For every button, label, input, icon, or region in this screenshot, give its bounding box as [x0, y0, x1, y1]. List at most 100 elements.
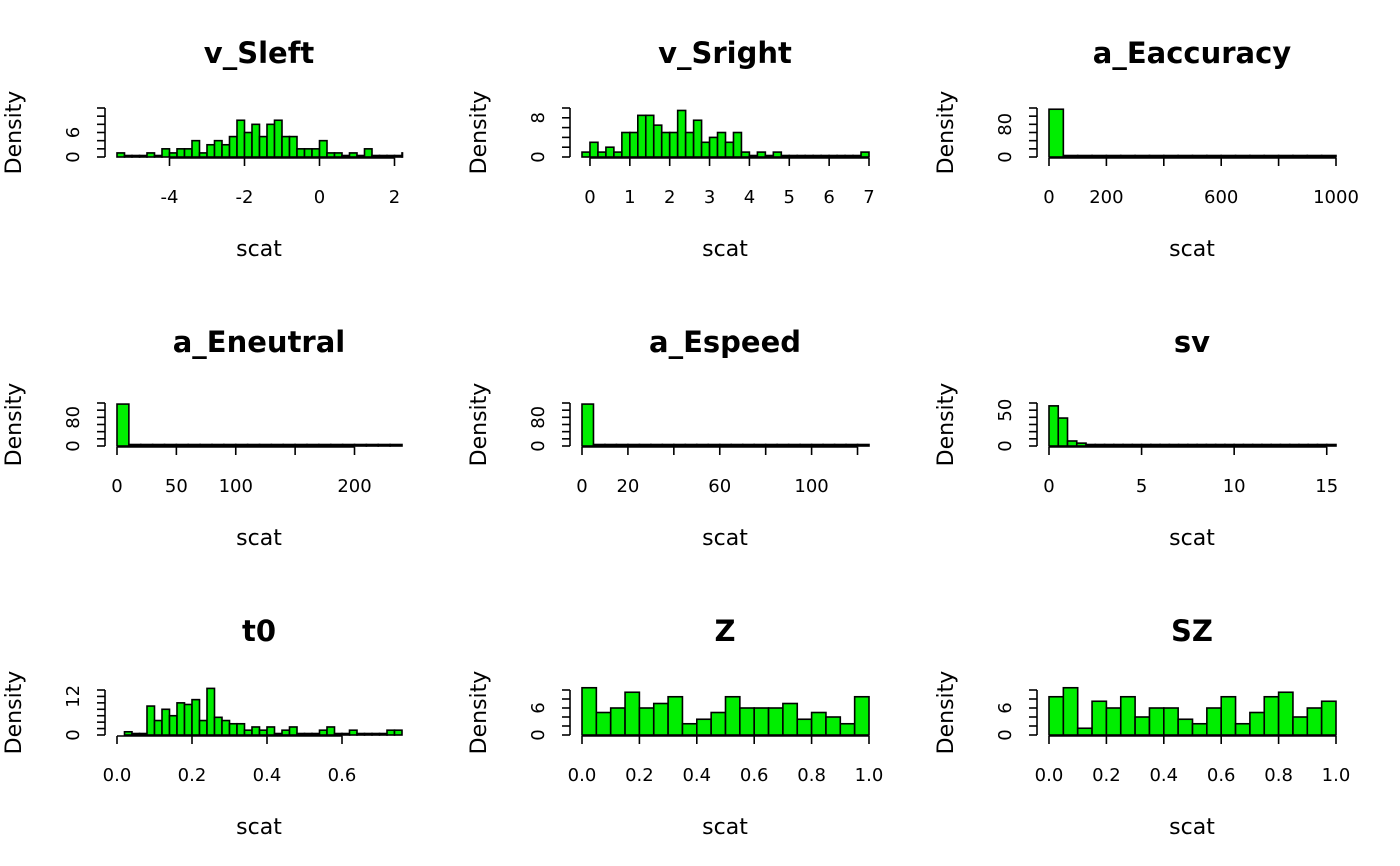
histogram-bar [695, 718, 712, 736]
histogram-bar [1134, 716, 1151, 736]
histogram-bar [139, 443, 154, 447]
histogram-bar [348, 152, 358, 158]
histogram-bar [1091, 700, 1108, 736]
histogram-bar [764, 154, 775, 158]
histogram-bar [1270, 443, 1282, 447]
histogram-bar [660, 131, 671, 158]
x-axis-label: scat [702, 815, 748, 840]
histogram-bar [377, 443, 391, 447]
histogram-bar [1251, 443, 1263, 447]
y-axis-label: Density [934, 383, 959, 467]
histogram-bar [266, 123, 276, 158]
x-tick-label: 1000 [1313, 187, 1359, 208]
x-tick-label: 600 [1204, 187, 1238, 208]
x-tick-label: 0.6 [740, 765, 769, 786]
x-tick-label: 7 [863, 187, 874, 208]
panel-title: a_Eaccuracy [1093, 36, 1292, 70]
histogram-bar [845, 443, 859, 447]
histogram-bar [820, 154, 830, 158]
histogram-bar [844, 154, 854, 158]
histogram-bar [221, 719, 231, 736]
histogram-bar [1233, 443, 1245, 447]
histogram-bar [168, 152, 178, 158]
histogram-bar [1140, 443, 1152, 447]
x-tick-label: 20 [616, 476, 639, 497]
histogram-bar [1306, 154, 1323, 158]
histogram-bar [221, 143, 231, 158]
histogram-bar [825, 716, 842, 736]
histogram-bar [1307, 443, 1319, 447]
histogram-bar [739, 707, 755, 736]
histogram-bar [356, 732, 366, 736]
panel-title: t0 [242, 614, 276, 648]
histogram-bar [153, 719, 163, 736]
histogram-bar [183, 703, 193, 736]
histogram-bar [1177, 443, 1189, 447]
histogram-bar [389, 443, 403, 447]
y-tick-label: 0 [528, 151, 549, 162]
histogram-bar [1205, 443, 1217, 447]
x-tick-label: 0 [314, 187, 325, 208]
panel-title: SZ [1171, 614, 1213, 648]
histogram-bar [629, 131, 639, 158]
histogram-bar [228, 722, 238, 736]
histogram-bar [168, 714, 178, 736]
histogram-bar [341, 732, 351, 736]
x-tick-label: 1.0 [1322, 765, 1351, 786]
panel-title: sv [1174, 325, 1210, 359]
histogram-bar [326, 726, 336, 736]
x-axis-label: scat [236, 815, 282, 840]
x-tick-label: 0.8 [1264, 765, 1293, 786]
histogram-bar [1062, 154, 1079, 158]
panel-a-eneutral: a_Eneutral 0 50 100 200 0 80 scat Density [2, 325, 403, 551]
x-tick-label: 0.0 [103, 765, 132, 786]
histogram-bar [187, 443, 201, 447]
histogram-bar [333, 732, 343, 736]
histogram-bar [213, 716, 223, 736]
y-tick-label: 0 [995, 729, 1016, 740]
histogram-bar [1224, 443, 1235, 447]
histogram-bar [788, 154, 799, 158]
x-axis-label: scat [1169, 526, 1215, 551]
histogram-bar [1062, 686, 1079, 736]
histogram-bar [604, 443, 618, 447]
histogram-bar [839, 722, 856, 736]
histogram-bar [708, 136, 719, 158]
x-tick-label: 1 [624, 187, 635, 208]
histogram-bar [128, 443, 142, 447]
histogram-bar [615, 443, 629, 447]
histogram-bar [1316, 443, 1328, 447]
histogram-bar [1234, 722, 1251, 736]
histogram-bar [1277, 691, 1294, 736]
panel-title: Z [714, 614, 735, 648]
histogram-bar [1105, 154, 1122, 158]
histogram-bar [1163, 707, 1179, 736]
y-tick-label: 80 [63, 406, 84, 429]
y-tick-label: 0 [528, 729, 549, 740]
x-tick-label: 0.2 [1092, 765, 1121, 786]
histogram-bar [311, 732, 321, 736]
histogram-bar [650, 443, 664, 447]
histogram-bar [363, 148, 373, 158]
y-tick-label: 0 [63, 729, 84, 740]
histogram-bar [597, 151, 607, 158]
histogram-bar [627, 443, 641, 447]
panel-title: a_Eneutral [173, 325, 346, 359]
x-tick-label: 100 [794, 476, 828, 497]
y-tick-label: 80 [995, 113, 1016, 136]
y-tick-label: 6 [63, 127, 84, 138]
histogram-bar [123, 154, 133, 158]
x-tick-label: 0.8 [797, 765, 826, 786]
histogram-bar [605, 146, 615, 158]
y-axis-label: Density [467, 383, 492, 467]
x-tick-label: 2 [389, 187, 400, 208]
y-tick-label: 0 [528, 440, 549, 451]
histogram-bar [318, 729, 328, 736]
histogram-bar [1075, 442, 1087, 447]
histogram-bar [206, 687, 216, 736]
panel-title: v_Sleft [204, 36, 315, 70]
histogram-bar [1048, 695, 1065, 736]
histogram-bar [1048, 108, 1065, 158]
histogram-bar [294, 443, 308, 447]
histogram-bar [393, 154, 403, 158]
